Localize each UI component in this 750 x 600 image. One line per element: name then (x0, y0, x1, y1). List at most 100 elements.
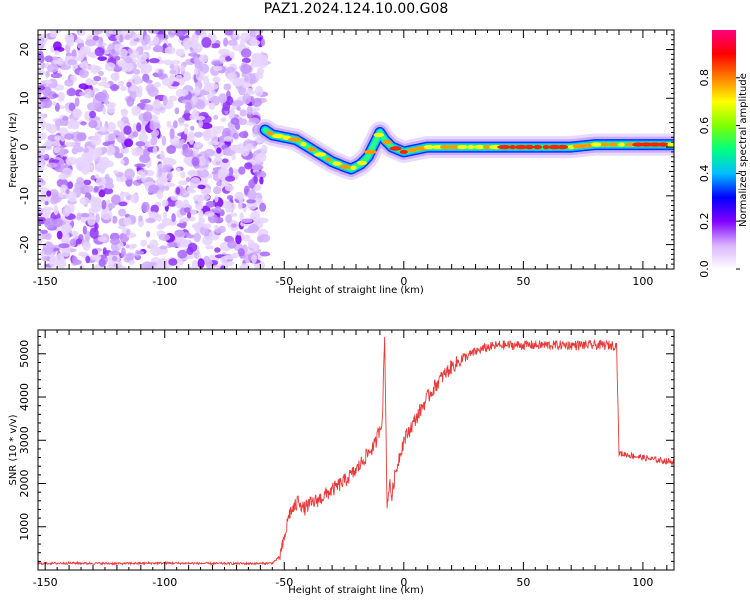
noise-blob (120, 86, 127, 92)
noise-blob (58, 243, 70, 249)
noise-blob (87, 51, 92, 57)
noise-blob (111, 48, 116, 55)
noise-blob (108, 30, 121, 35)
ridge-peak (542, 144, 550, 150)
noise-blob (194, 67, 199, 76)
noise-blob (161, 199, 169, 207)
noise-blob (234, 169, 239, 181)
noise-blob (112, 255, 118, 262)
noise-blob (184, 102, 192, 112)
noise-blob (66, 88, 77, 97)
noise-blob (38, 112, 45, 123)
noise-blob (39, 120, 47, 127)
noise-blob (175, 264, 180, 269)
noise-blob (69, 238, 77, 247)
noise-blob (198, 209, 204, 220)
noise-blob (41, 256, 51, 262)
spectrogram-xlabel: Height of straight line (km) (288, 285, 424, 296)
ridge-peak (339, 164, 351, 170)
noise-blob (44, 201, 49, 206)
noise-blob (260, 38, 266, 47)
noise-blob (246, 87, 254, 94)
noise-blob (157, 258, 168, 269)
noise-blob (113, 71, 120, 82)
ridge-peak (473, 144, 485, 150)
noise-blob (118, 208, 127, 217)
noise-blob (189, 185, 194, 193)
ridge-peak (583, 143, 593, 148)
noise-blob (241, 218, 253, 223)
ridge-peak (288, 137, 302, 142)
noise-blob (204, 211, 215, 217)
noise-blob (78, 83, 89, 90)
noise-blob (232, 100, 244, 107)
snr-plot-area (38, 330, 674, 570)
ridge-peak (265, 131, 274, 136)
noise-blob (232, 30, 237, 39)
noise-blob (223, 261, 235, 266)
noise-blob (178, 180, 189, 186)
snr-xtick-label: 0 (400, 576, 407, 589)
ridge-peak (618, 142, 625, 147)
noise-blob (104, 160, 114, 168)
noise-blob (213, 65, 223, 72)
noise-blob (182, 148, 194, 158)
noise-blob (203, 85, 213, 92)
ridge-peak (332, 161, 342, 166)
noise-blob (218, 168, 230, 176)
noise-blob (232, 132, 239, 140)
noise-blob (38, 162, 45, 173)
ridge-peak (514, 144, 528, 150)
noise-blob (117, 80, 125, 87)
noise-blob (136, 250, 144, 255)
noise-blob (170, 195, 178, 201)
noise-blob (194, 131, 203, 138)
noise-blob (65, 52, 72, 57)
noise-blob (119, 191, 130, 197)
noise-blob (198, 54, 209, 63)
noise-blob (56, 230, 63, 240)
noise-blob (183, 127, 189, 135)
noise-blob (240, 63, 252, 74)
noise-blob (88, 207, 99, 214)
noise-blob (58, 192, 64, 198)
ridge-peak (467, 144, 474, 150)
spec-xtick-label: -150 (33, 275, 58, 288)
noise-blob (118, 201, 128, 207)
noise-blob (227, 240, 237, 249)
noise-blob (54, 135, 62, 142)
noise-blob (190, 125, 195, 131)
noise-blob (64, 204, 70, 214)
noise-blob (98, 258, 106, 267)
noise-blob (197, 184, 206, 190)
noise-blob (38, 208, 46, 214)
noise-blob (231, 153, 236, 161)
noise-blob (128, 259, 135, 265)
ridge-peak (547, 144, 562, 150)
noise-blob (205, 128, 213, 139)
noise-blob (64, 133, 75, 140)
noise-blob (98, 70, 104, 76)
ridge-peak (483, 144, 492, 150)
spec-ytick-label: 10 (18, 91, 31, 105)
noise-blob (175, 48, 185, 57)
noise-blob (223, 135, 232, 142)
ridge-peak (300, 141, 307, 147)
spec-ytick-label: 0 (18, 144, 31, 151)
noise-blob (109, 238, 121, 245)
noise-blob (205, 245, 214, 250)
noise-blob (114, 66, 123, 71)
noise-blob (80, 213, 90, 218)
noise-blob (256, 67, 265, 75)
noise-blob (65, 189, 70, 195)
ridge-peak (356, 160, 368, 166)
noise-blob (93, 66, 102, 71)
noise-blob (73, 108, 83, 117)
noise-blob (186, 211, 192, 219)
noise-blob (225, 214, 233, 224)
noise-blob (123, 125, 132, 135)
noise-blob (82, 147, 89, 153)
ridge-peak (448, 144, 460, 150)
